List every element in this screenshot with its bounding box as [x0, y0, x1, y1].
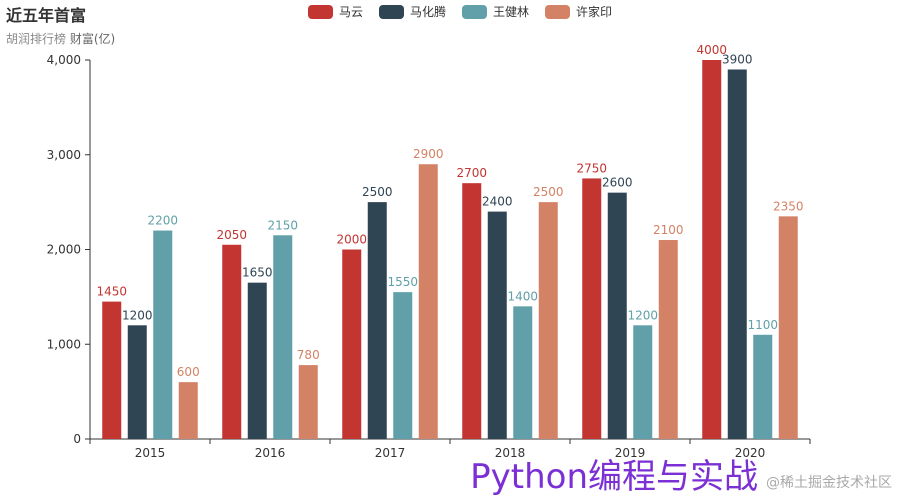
watermark-sub-text: @稀土掘金技术社区	[766, 475, 892, 491]
bar-value-label: 1650	[242, 266, 273, 280]
bar	[222, 244, 242, 439]
bar-value-label: 600	[177, 365, 200, 379]
bar-value-label: 2000	[336, 233, 367, 247]
bar-value-label: 1200	[627, 308, 658, 322]
bar	[538, 202, 558, 439]
bar	[753, 334, 773, 439]
bar	[102, 301, 122, 439]
legend-label: 王健林	[493, 5, 530, 19]
x-tick-label: 2018	[495, 446, 526, 460]
bar-value-label: 2200	[147, 214, 178, 228]
bar	[127, 325, 147, 439]
y-axis-unit: 财富(亿)	[69, 32, 116, 46]
bar-value-label: 2400	[482, 195, 513, 209]
watermark: Python编程与实战 @稀土掘金技术社区	[470, 460, 892, 494]
y-tick-label: 2,000	[47, 243, 81, 257]
y-tick-label: 0	[73, 432, 81, 446]
bar-value-label: 1550	[387, 275, 418, 289]
bar	[582, 178, 602, 439]
bar-value-label: 2900	[413, 147, 444, 161]
bar	[342, 249, 362, 439]
y-tick-label: 1,000	[47, 337, 81, 351]
legend-swatch	[462, 4, 488, 19]
bar	[633, 325, 653, 439]
x-tick-label: 2017	[375, 446, 406, 460]
watermark-main-text: Python编程与实战	[470, 457, 758, 497]
bar-value-label: 3900	[722, 52, 753, 66]
x-tick-label: 2016	[255, 446, 286, 460]
chart-title: 近五年首富	[6, 6, 87, 25]
bar	[487, 211, 507, 439]
bar-value-label: 2050	[216, 228, 247, 242]
bar-value-label: 2700	[456, 166, 487, 180]
bar-value-label: 4000	[696, 43, 727, 57]
legend-swatch	[545, 4, 571, 19]
bar	[178, 382, 198, 439]
bar-value-label: 2600	[602, 176, 633, 190]
chart-subtitle: 胡润排行榜 财富(亿)	[6, 30, 115, 47]
legend-swatch	[308, 4, 333, 19]
bar	[778, 216, 798, 439]
y-tick-label: 4,000	[47, 53, 81, 67]
bar	[273, 235, 293, 439]
bar-value-label: 2350	[773, 199, 804, 213]
bar	[247, 282, 267, 439]
x-tick-label: 2015	[135, 446, 166, 460]
bar-value-label: 2500	[533, 185, 564, 199]
bar-value-label: 1450	[96, 285, 127, 299]
legend-item[interactable]: 马云	[308, 3, 363, 20]
legend-item[interactable]: 马化腾	[379, 3, 446, 20]
bar	[393, 292, 413, 439]
legend-label: 马化腾	[410, 5, 447, 19]
bar	[153, 230, 173, 439]
bar-value-label: 1200	[122, 308, 153, 322]
legend-label: 许家印	[576, 5, 613, 19]
bar	[658, 240, 678, 439]
bar	[462, 183, 482, 439]
subtitle-text: 胡润排行榜	[6, 32, 67, 46]
bar	[513, 306, 533, 439]
bar-value-label: 2150	[267, 218, 298, 232]
legend-swatch	[379, 4, 405, 19]
chart-legend: 马云 马化腾 王健林 许家印	[308, 3, 612, 20]
bar-value-label: 780	[297, 348, 320, 362]
legend-item[interactable]: 许家印	[545, 3, 612, 20]
bar	[702, 60, 722, 439]
legend-item[interactable]: 王健林	[462, 3, 529, 20]
bar	[727, 69, 747, 439]
bar-value-label: 2750	[576, 161, 607, 175]
bar	[607, 192, 627, 439]
legend-label: 马云	[339, 5, 364, 19]
bar	[298, 365, 318, 439]
y-tick-label: 3,000	[47, 148, 81, 162]
x-tick-label: 2020	[735, 446, 766, 460]
x-tick-label: 2019	[615, 446, 646, 460]
bar	[418, 164, 438, 439]
bar	[367, 202, 387, 439]
bar-value-label: 1400	[507, 289, 538, 303]
bar-value-label: 2100	[653, 223, 684, 237]
bar-value-label: 1100	[747, 318, 778, 332]
bar-value-label: 2500	[362, 185, 393, 199]
